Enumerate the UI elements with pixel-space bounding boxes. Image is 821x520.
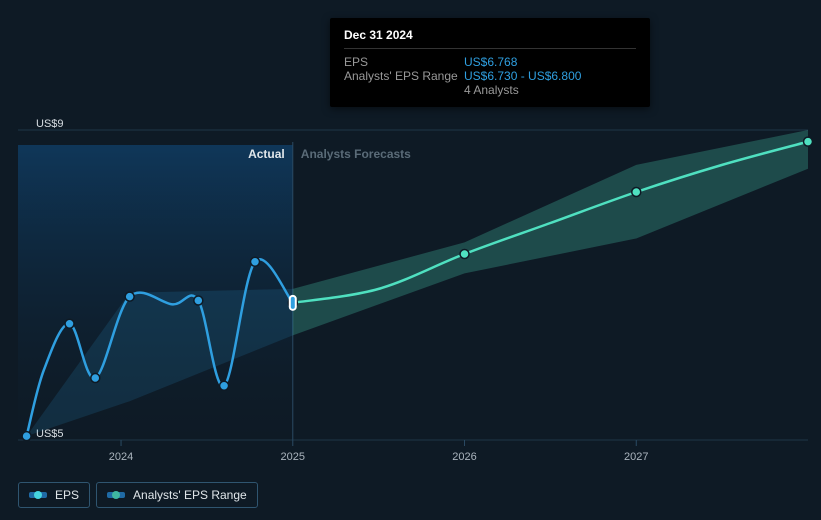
svg-text:Actual: Actual [248,147,285,161]
tooltip-row: 4 Analysts [344,83,636,97]
legend-label: EPS [55,488,79,502]
tooltip-row-value: US$6.768 [464,55,517,69]
tooltip-divider [344,48,636,49]
legend-swatch-icon [29,492,47,498]
legend-label: Analysts' EPS Range [133,488,247,502]
legend-item[interactable]: EPS [18,482,90,508]
svg-text:Analysts Forecasts: Analysts Forecasts [301,147,411,161]
tooltip-row: EPSUS$6.768 [344,55,636,69]
svg-text:US$9: US$9 [36,118,64,130]
legend-swatch-icon [107,492,125,498]
tooltip-row-label: Analysts' EPS Range [344,69,464,83]
tooltip-row-label: EPS [344,55,464,69]
tooltip-row: Analysts' EPS RangeUS$6.730 - US$6.800 [344,69,636,83]
svg-text:2026: 2026 [452,451,476,463]
eps-forecast-chart: US$9US$5ActualAnalysts Forecasts20242025… [0,0,821,520]
chart-tooltip: Dec 31 2024 EPSUS$6.768Analysts' EPS Ran… [330,18,650,107]
legend-item[interactable]: Analysts' EPS Range [96,482,258,508]
tooltip-row-sub: 4 Analysts [464,83,519,97]
tooltip-row-value: US$6.730 - US$6.800 [464,69,581,83]
tooltip-date: Dec 31 2024 [344,28,636,42]
chart-legend: EPS Analysts' EPS Range [18,482,258,508]
svg-text:2025: 2025 [281,451,305,463]
svg-text:2024: 2024 [109,451,133,463]
svg-text:2027: 2027 [624,451,648,463]
